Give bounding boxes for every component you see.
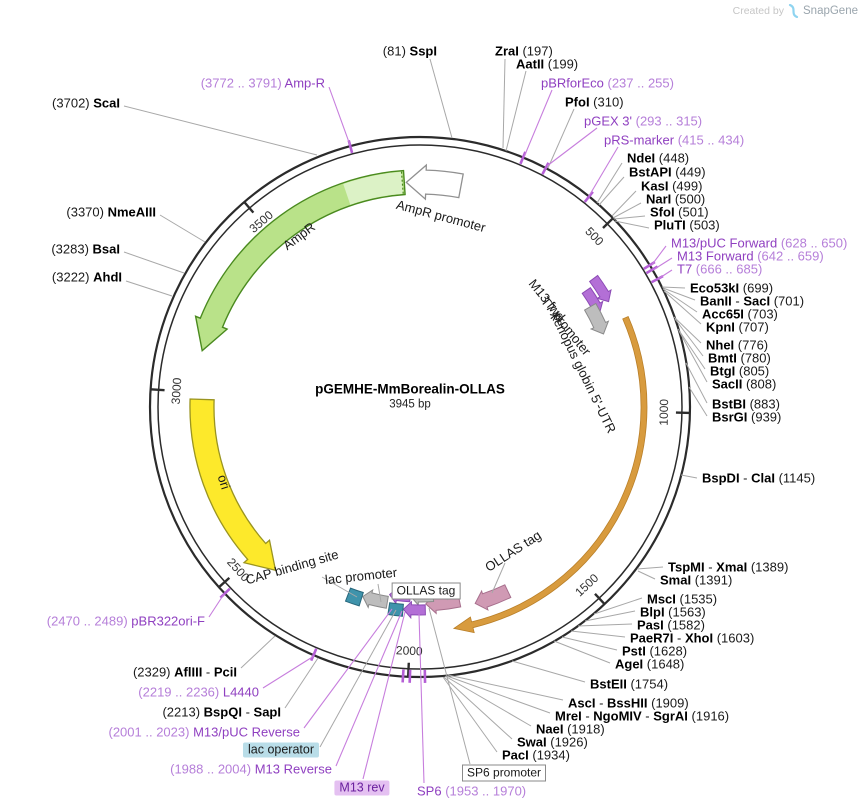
paer7i-xhoi-callout-line (570, 630, 626, 638)
feature-tick-2227 (309, 648, 318, 662)
msci-callout-line (593, 597, 643, 615)
pbrforeco-callout-line (523, 89, 553, 158)
sspi-callout-line (429, 58, 453, 139)
kasi-callout-line (611, 190, 637, 217)
mrei-ngomiv-sgrai-callout-line (446, 675, 551, 714)
feature-tick-246 (519, 151, 527, 165)
btgi-callout-line (677, 328, 706, 370)
prs-marker-callout-line (588, 146, 619, 197)
eco53ki-callout-line (661, 286, 686, 289)
m13-puc-reverse-callout-line (303, 608, 393, 729)
paci-callout-line (442, 676, 498, 753)
bstapi-callout-line (598, 176, 625, 206)
smai-callout-line (637, 570, 656, 580)
m13-puc-forward-callout-line (650, 245, 667, 267)
psti-callout-line (561, 636, 618, 651)
bstbi-callout-line (685, 362, 708, 404)
m13-rev-primer-arrow (388, 586, 411, 605)
m13-rev-callout-line (362, 611, 406, 780)
pluti-callout-line (614, 220, 650, 229)
tspmi-xmai-callout-line (636, 566, 664, 570)
pasi-callout-line (577, 623, 633, 627)
ndei-callout-line (596, 162, 623, 204)
scale-tick-2000 (406, 662, 410, 677)
t7-promoter-arrow (583, 302, 610, 335)
acc65i-callout-line (662, 288, 698, 313)
bsrgi-callout-line (688, 386, 708, 417)
sfoi-callout-line (613, 215, 646, 220)
nmeaiii-callout-line (159, 214, 206, 243)
plasmid-title: pGEMHE-MmBorealin-OLLAS (315, 381, 505, 397)
scale-tick-1500 (594, 593, 606, 605)
plasmid-size: 3945 bp (389, 398, 431, 411)
nhei-callout-line (673, 316, 702, 344)
plasmid-inner-ring (157, 144, 683, 670)
pbr322ori-f-callout-line (208, 593, 225, 618)
watermark-brand: SnapGene (803, 5, 858, 17)
bsai-callout-line (123, 251, 185, 274)
asci-bsshii-callout-line (447, 674, 564, 701)
l4440-callout-line (262, 655, 315, 689)
m13-fwd-primer-arrow (588, 274, 612, 303)
scale-tick-500 (602, 217, 614, 229)
orange-cds-arrow (452, 315, 648, 634)
scale-label-2000: 2000 (396, 643, 424, 658)
bspqi-sapi-callout-line (284, 657, 319, 709)
scale-label-1000: 1000 (657, 398, 672, 425)
swai-callout-line (443, 676, 513, 740)
aflIII-pcii-callout-line (240, 635, 276, 669)
agei-callout-line (553, 640, 611, 664)
lac-promoter-callout-line (377, 583, 382, 603)
m13-forward-callout-line (652, 257, 673, 271)
lac-operator-callout-line (319, 609, 397, 748)
lac-promoter-arrow (362, 588, 389, 609)
cap-binding-site-box (344, 587, 364, 607)
ori-arrow (189, 398, 277, 572)
snapgene-logo-icon (788, 4, 799, 18)
scale-tick-3500 (243, 201, 255, 214)
lac-operator-box (387, 602, 404, 617)
ahdi-callout-line (125, 280, 173, 297)
sp6-primer-callout-line (418, 613, 425, 784)
bsteii-callout-line (511, 660, 586, 683)
plasmid-outer-ring (148, 135, 692, 679)
ampr-promoter-arrow (405, 163, 464, 201)
scale-label-500: 500 (582, 224, 606, 248)
cap-binding-site-callout-line (321, 576, 358, 598)
amp-r-primer-callout-line (328, 86, 351, 146)
ampr-pale-segment (343, 171, 404, 205)
watermark-created-by: Created by (732, 5, 784, 17)
pfoi-callout-line (547, 108, 575, 169)
m13-reverse-callout-line (335, 610, 403, 767)
sacii-callout-line (678, 330, 708, 383)
sp6-primer-arrow (402, 600, 426, 620)
scale-tick-2500 (218, 576, 231, 589)
feature-tick-304 (541, 162, 550, 175)
zrai-callout-line (502, 58, 506, 149)
ollas-tag-arrow-right (474, 584, 512, 611)
watermark: Created by SnapGene (733, 4, 858, 18)
sp6-promoter-callout-line (428, 607, 471, 765)
naei-callout-line (444, 675, 532, 727)
nari-callout-line (612, 202, 642, 219)
banii-saci-callout-line (662, 287, 696, 301)
pgex-3-callout-line (546, 127, 598, 167)
feature-tick-2012 (401, 669, 405, 683)
aatii-callout-line (505, 70, 527, 152)
plasmid-center-block: pGEMHE-MmBorealin-OLLAS 3945 bp (315, 382, 505, 411)
blpi-callout-line (584, 610, 636, 622)
scale-tick-3000 (150, 388, 165, 392)
feature-tick-425 (583, 191, 594, 203)
kpni-callout-line (663, 290, 702, 325)
bmti-callout-line (674, 318, 704, 357)
scai-callout-line (123, 105, 318, 156)
bspdi-clai-callout-line (680, 474, 698, 479)
t7-callout-line (657, 269, 673, 280)
scale-label-3000: 3000 (169, 377, 185, 405)
ollas-tag-rotated-callout-line (491, 562, 506, 594)
